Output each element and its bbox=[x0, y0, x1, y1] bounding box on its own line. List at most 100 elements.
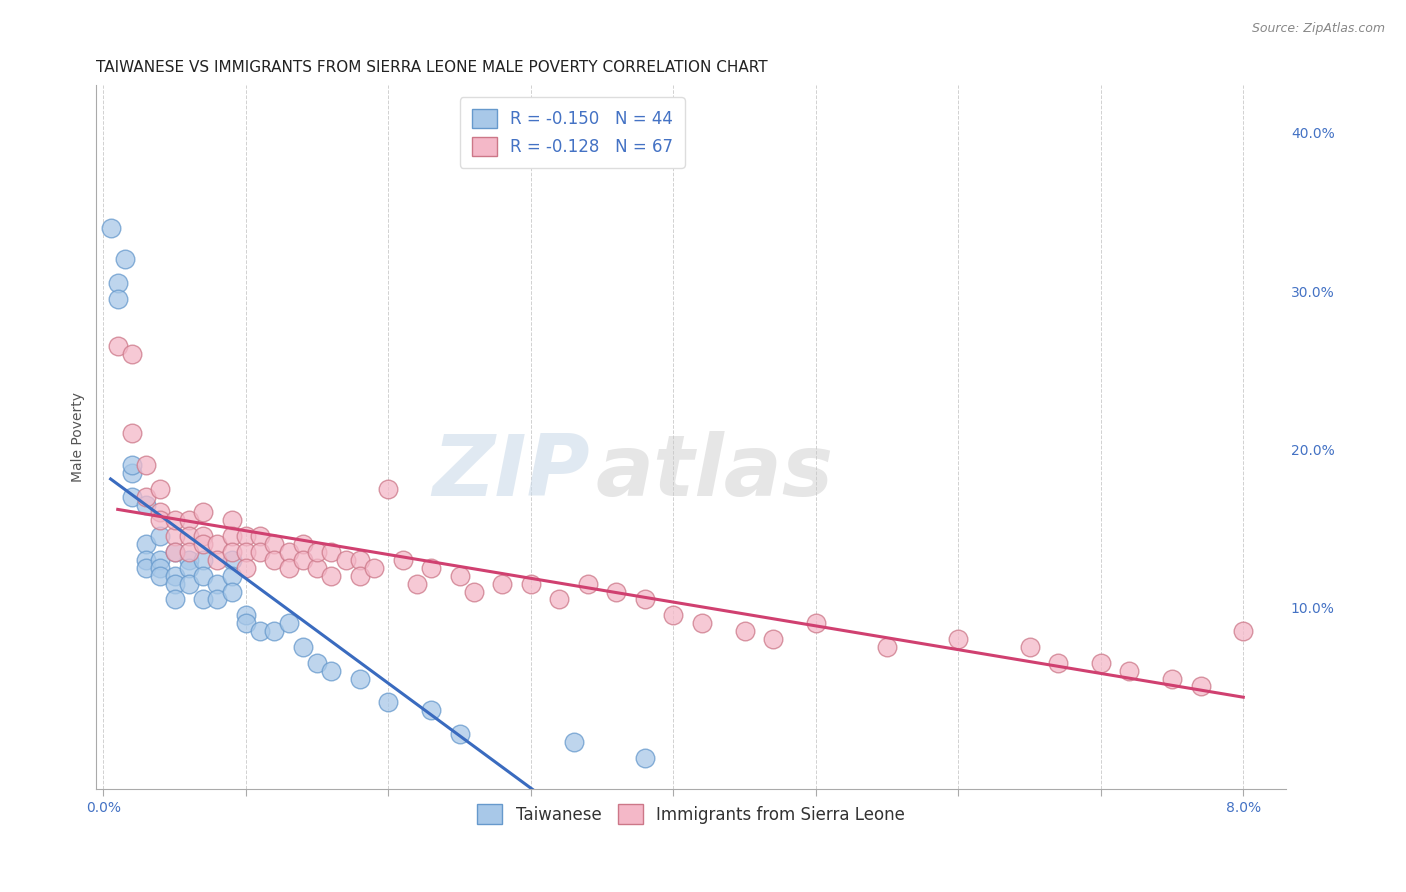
Point bbox=[107, 339, 129, 353]
Point bbox=[193, 592, 215, 607]
Y-axis label: Male Poverty: Male Poverty bbox=[72, 392, 86, 483]
Point bbox=[235, 545, 257, 559]
Point bbox=[321, 664, 343, 678]
Point bbox=[449, 568, 471, 582]
Point bbox=[221, 553, 243, 567]
Point bbox=[1189, 680, 1212, 694]
Point bbox=[100, 220, 122, 235]
Point bbox=[391, 553, 413, 567]
Point bbox=[463, 584, 485, 599]
Point bbox=[420, 561, 443, 575]
Point bbox=[193, 553, 215, 567]
Point bbox=[177, 561, 200, 575]
Point bbox=[1118, 664, 1140, 678]
Point bbox=[121, 490, 143, 504]
Point bbox=[349, 553, 371, 567]
Point bbox=[1161, 672, 1184, 686]
Point bbox=[263, 553, 285, 567]
Point bbox=[149, 561, 172, 575]
Point bbox=[762, 632, 785, 646]
Point bbox=[321, 545, 343, 559]
Point bbox=[263, 624, 285, 638]
Point bbox=[193, 529, 215, 543]
Point bbox=[177, 576, 200, 591]
Point bbox=[235, 608, 257, 623]
Point bbox=[149, 568, 172, 582]
Point bbox=[135, 490, 157, 504]
Point bbox=[121, 458, 143, 472]
Point bbox=[107, 276, 129, 290]
Point bbox=[307, 561, 329, 575]
Point bbox=[491, 576, 513, 591]
Point bbox=[177, 513, 200, 527]
Point bbox=[149, 506, 172, 520]
Point bbox=[349, 568, 371, 582]
Legend: Taiwanese, Immigrants from Sierra Leone: Taiwanese, Immigrants from Sierra Leone bbox=[467, 795, 915, 834]
Point bbox=[335, 553, 357, 567]
Point bbox=[149, 553, 172, 567]
Point bbox=[177, 529, 200, 543]
Point bbox=[277, 545, 299, 559]
Point bbox=[263, 537, 285, 551]
Point bbox=[249, 545, 271, 559]
Point bbox=[420, 703, 443, 717]
Point bbox=[690, 616, 713, 631]
Point bbox=[221, 529, 243, 543]
Point bbox=[163, 592, 186, 607]
Point bbox=[121, 466, 143, 480]
Point bbox=[235, 616, 257, 631]
Point bbox=[163, 545, 186, 559]
Point bbox=[948, 632, 970, 646]
Point bbox=[449, 727, 471, 741]
Point bbox=[207, 576, 229, 591]
Point bbox=[349, 672, 371, 686]
Point bbox=[307, 656, 329, 670]
Point bbox=[307, 545, 329, 559]
Point bbox=[548, 592, 571, 607]
Point bbox=[377, 695, 399, 709]
Text: TAIWANESE VS IMMIGRANTS FROM SIERRA LEONE MALE POVERTY CORRELATION CHART: TAIWANESE VS IMMIGRANTS FROM SIERRA LEON… bbox=[97, 60, 768, 75]
Point bbox=[163, 568, 186, 582]
Point bbox=[193, 537, 215, 551]
Point bbox=[193, 568, 215, 582]
Point bbox=[135, 537, 157, 551]
Point bbox=[291, 640, 314, 654]
Point bbox=[193, 506, 215, 520]
Point bbox=[221, 545, 243, 559]
Point bbox=[291, 553, 314, 567]
Point bbox=[291, 537, 314, 551]
Point bbox=[114, 252, 136, 267]
Point bbox=[662, 608, 685, 623]
Text: atlas: atlas bbox=[596, 431, 834, 514]
Point bbox=[149, 513, 172, 527]
Point bbox=[734, 624, 756, 638]
Point bbox=[163, 576, 186, 591]
Point bbox=[235, 529, 257, 543]
Point bbox=[562, 735, 585, 749]
Point bbox=[576, 576, 599, 591]
Point bbox=[163, 513, 186, 527]
Point bbox=[221, 584, 243, 599]
Point bbox=[277, 616, 299, 631]
Point bbox=[135, 553, 157, 567]
Point bbox=[135, 561, 157, 575]
Point bbox=[121, 426, 143, 441]
Point bbox=[363, 561, 385, 575]
Point bbox=[163, 529, 186, 543]
Point bbox=[235, 561, 257, 575]
Point bbox=[207, 553, 229, 567]
Point bbox=[1047, 656, 1070, 670]
Point bbox=[135, 498, 157, 512]
Text: ZIP: ZIP bbox=[433, 431, 591, 514]
Point bbox=[876, 640, 898, 654]
Point bbox=[249, 529, 271, 543]
Point bbox=[149, 482, 172, 496]
Point bbox=[321, 568, 343, 582]
Point bbox=[135, 458, 157, 472]
Point bbox=[277, 561, 299, 575]
Point bbox=[177, 545, 200, 559]
Point bbox=[177, 553, 200, 567]
Point bbox=[804, 616, 827, 631]
Point bbox=[406, 576, 429, 591]
Point bbox=[1232, 624, 1254, 638]
